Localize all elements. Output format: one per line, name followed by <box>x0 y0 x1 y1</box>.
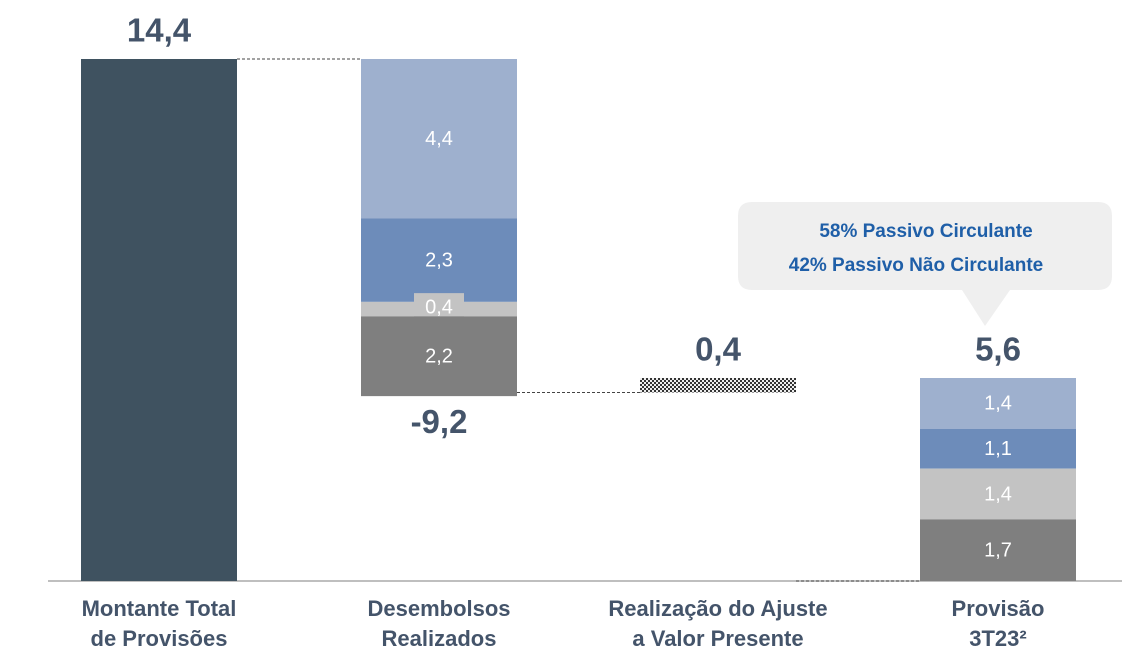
callout: 58% Passivo Circulante 42% Passivo Não C… <box>738 202 1112 326</box>
annotation: 42% Passivo Não Circulante <box>789 255 1044 276</box>
segment <box>361 316 517 397</box>
segment <box>920 468 1076 520</box>
category-label: Montante Total <box>82 596 237 621</box>
segment-label: 1,4 <box>984 483 1012 505</box>
category-label: a Valor Presente <box>632 626 803 651</box>
segment-label: 1,7 <box>984 539 1012 561</box>
segment <box>361 218 517 302</box>
category-label: Realizados <box>382 626 497 651</box>
bar <box>81 59 237 581</box>
value-label: 14,4 <box>127 12 192 49</box>
segment <box>920 519 1076 581</box>
category-label: Realização do Ajuste <box>608 596 827 621</box>
segment-label: 0,4 <box>425 296 453 318</box>
category-label: 3T23² <box>969 626 1026 651</box>
value-label: 0,4 <box>695 331 742 368</box>
segment <box>920 378 1076 429</box>
segment-label: 2,2 <box>425 346 453 368</box>
segment-label: 1,4 <box>984 393 1012 415</box>
category-label: de Provisões <box>91 626 228 651</box>
segment-label: 4,4 <box>425 128 453 150</box>
segment <box>361 59 517 219</box>
segment-label: 1,1 <box>984 438 1012 460</box>
value-label: 5,6 <box>975 331 1021 368</box>
category-label: Provisão <box>952 596 1045 621</box>
bar <box>640 378 796 393</box>
segment <box>920 428 1076 469</box>
segment-label: 2,3 <box>425 249 453 271</box>
annotation: 58% Passivo Circulante <box>819 221 1032 242</box>
value-label: -9,2 <box>411 403 468 440</box>
category-label: Desembolsos <box>367 596 510 621</box>
